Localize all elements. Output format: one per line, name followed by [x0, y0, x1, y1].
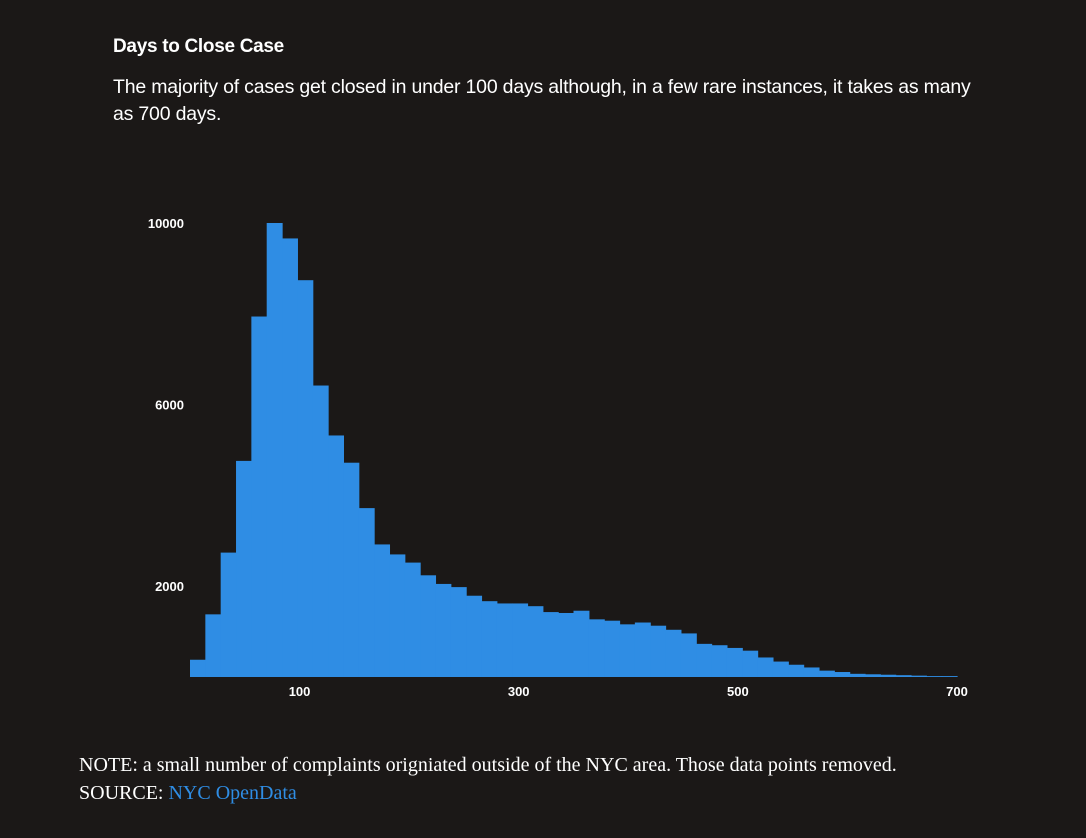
histogram-bar [220, 552, 237, 677]
histogram-bar [328, 435, 344, 677]
chart-subtitle: The majority of cases get closed in unde… [113, 76, 971, 125]
source-prefix: SOURCE: [79, 782, 164, 804]
histogram-bar [588, 619, 605, 677]
histogram-bar [665, 629, 682, 677]
histogram-bar [404, 562, 421, 677]
histogram-bar [757, 657, 774, 677]
histogram-bar [558, 612, 575, 677]
x-tick-label: 300 [508, 684, 530, 699]
histogram-bar [190, 659, 206, 677]
histogram-bar [205, 614, 222, 677]
source-link[interactable]: NYC OpenData [168, 782, 297, 804]
histogram-bar [834, 672, 851, 677]
histogram-bar [680, 633, 697, 677]
x-tick-label: 100 [289, 684, 311, 699]
histogram-bar [726, 647, 743, 677]
histogram-bar [481, 601, 498, 677]
histogram-bar [251, 316, 268, 677]
histogram-bar [941, 676, 958, 677]
histogram-bar [849, 673, 866, 677]
histogram-bar [496, 603, 513, 677]
histogram-bar [312, 385, 329, 677]
y-tick-label: 2000 [155, 579, 184, 594]
x-axis-ticks: 100 300 500 700 [289, 684, 968, 699]
histogram-bar [542, 612, 559, 677]
histogram-bar [358, 508, 375, 677]
histogram-bar [880, 674, 897, 677]
histogram-bar [266, 223, 283, 677]
histogram-bar [772, 661, 789, 677]
y-tick-label: 6000 [155, 398, 184, 413]
histogram-bar [711, 645, 728, 677]
histogram-bar [389, 554, 406, 677]
histogram-bar [895, 675, 912, 677]
histogram-bar [696, 643, 713, 677]
histogram-bar [619, 624, 636, 677]
histogram-bar [604, 620, 621, 677]
histogram-bar [573, 610, 590, 677]
chart-title: Days to Close Case [113, 36, 284, 57]
histogram-bar [512, 603, 529, 677]
histogram-bar [282, 238, 298, 677]
histogram-bar [803, 667, 820, 677]
footer-source: SOURCE: NYC OpenData [79, 779, 897, 807]
histogram-bar [527, 606, 544, 677]
bars-group [190, 223, 958, 677]
y-axis-ticks: 2000 6000 10000 [148, 216, 184, 594]
histogram-bar [343, 462, 360, 677]
histogram-bar [910, 675, 927, 677]
histogram-bar [374, 544, 391, 677]
histogram-bar [236, 460, 252, 677]
histogram-bar [864, 674, 881, 677]
footer: NOTE: a small number of complaints orign… [79, 751, 897, 807]
histogram-bar [788, 664, 805, 677]
histogram-bar [634, 622, 651, 677]
histogram-bar [742, 650, 759, 677]
histogram-bar [926, 676, 943, 677]
x-tick-label: 700 [946, 684, 968, 699]
histogram-bar [435, 583, 452, 677]
histogram-bar [466, 595, 483, 677]
histogram-bar [650, 625, 667, 677]
histogram-bar [450, 587, 467, 677]
y-tick-label: 10000 [148, 216, 184, 231]
footer-note: NOTE: a small number of complaints orign… [79, 754, 897, 776]
histogram-bar [818, 670, 835, 677]
histogram-bar [297, 280, 314, 677]
x-tick-label: 500 [727, 684, 749, 699]
histogram-bar [420, 575, 437, 677]
